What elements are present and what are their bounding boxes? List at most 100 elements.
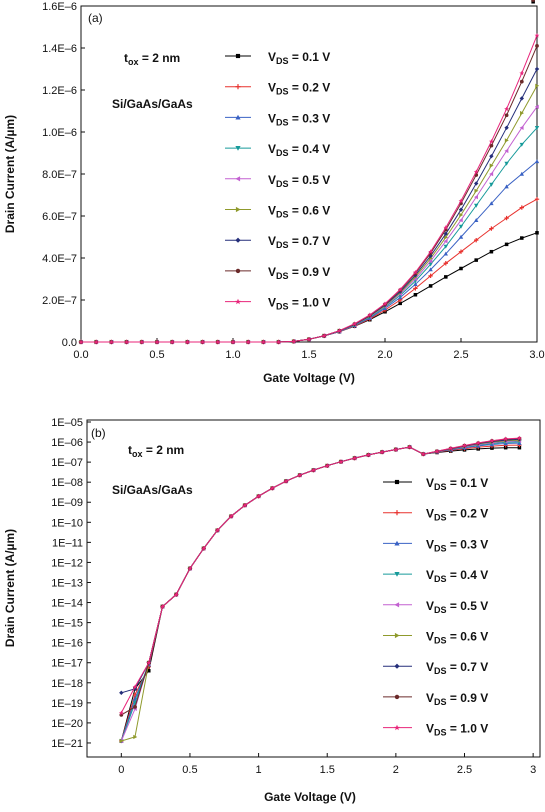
data-point — [338, 459, 344, 464]
material-note-b: Si/GaAs/GaAs — [112, 483, 193, 497]
x-tick-label: 3.0 — [529, 349, 544, 361]
y-tick-label: 1.0E–6 — [42, 127, 77, 139]
legend-label: VDS = 0.9 V — [426, 691, 488, 707]
x-tick-label: 1.5 — [301, 349, 316, 361]
data-point — [434, 448, 440, 454]
tox-sub-a: ox — [128, 57, 139, 67]
legend-item-b: VDS = 0.4 V — [383, 568, 488, 584]
y-tick-label: 1E–13 — [51, 577, 83, 589]
legend-label: VDS = 0.1 V — [268, 50, 330, 66]
data-point — [504, 161, 509, 166]
data-point — [504, 242, 509, 247]
data-point — [504, 125, 509, 130]
legend-item-a: VDS = 0.7 V — [225, 234, 330, 250]
data-point — [519, 205, 524, 210]
legend-label: VDS = 0.1 V — [426, 476, 488, 492]
y-tick-label: 1E–17 — [51, 658, 83, 670]
legend-marker — [235, 176, 241, 182]
data-point — [382, 301, 388, 306]
data-point — [489, 438, 495, 443]
data-point — [160, 604, 165, 609]
legend-item-a: VDS = 1.0 V — [225, 296, 330, 312]
data-point — [504, 148, 509, 154]
y-tick-label: 1E–19 — [51, 698, 83, 710]
x-axis-label-a: Gate Voltage (V) — [263, 371, 355, 385]
x-tick-label: 0.5 — [149, 349, 164, 361]
legend-label: VDS = 0.3 V — [426, 537, 488, 553]
legend-label: VDS = 0.5 V — [426, 599, 488, 615]
legend-label: VDS = 1.0 V — [426, 722, 488, 738]
data-point — [517, 445, 522, 450]
data-point — [489, 143, 494, 148]
legend-label: VDS = 0.5 V — [268, 173, 330, 189]
data-point — [169, 339, 175, 345]
data-point — [516, 435, 522, 441]
legend-label: VDS = 1.0 V — [268, 296, 330, 312]
legend-item-b: VDS = 0.9 V — [383, 691, 488, 707]
data-point — [474, 258, 478, 262]
data-point — [535, 44, 539, 48]
y-tick-label: 1E–09 — [51, 497, 83, 509]
data-point — [443, 244, 448, 249]
data-point — [413, 292, 418, 297]
data-point — [474, 194, 478, 200]
legend-item-b: VDS = 0.6 V — [383, 630, 488, 646]
data-point — [531, 0, 536, 2]
data-point — [245, 339, 251, 345]
panel-label-b: (b) — [91, 426, 106, 440]
data-point — [458, 224, 464, 229]
data-point — [260, 339, 266, 345]
tox-main-b: t — [128, 443, 132, 457]
data-point — [428, 273, 433, 279]
data-point — [534, 126, 540, 130]
data-point — [519, 96, 524, 101]
data-point — [535, 231, 539, 235]
data-point — [459, 266, 463, 271]
data-point — [443, 231, 448, 237]
data-point — [398, 301, 402, 306]
data-point — [459, 212, 464, 218]
data-point — [367, 312, 373, 318]
data-point — [473, 169, 479, 175]
data-point — [242, 502, 248, 508]
legend-marker — [394, 694, 400, 700]
data-point — [200, 339, 206, 345]
data-point — [154, 339, 160, 345]
y-tick-label: 8.0E–7 — [42, 169, 77, 181]
y-tick-label: 1E–15 — [51, 618, 83, 630]
data-point — [133, 734, 138, 740]
x-tick-label: 2.5 — [457, 764, 472, 776]
legend-marker — [394, 724, 400, 731]
plot-area-b — [86, 419, 541, 758]
data-point — [474, 218, 479, 222]
series-line — [120, 437, 520, 714]
data-point — [474, 188, 479, 193]
y-tick-label: 1.6E–6 — [42, 1, 77, 13]
x-tick-label: 2.5 — [453, 349, 468, 361]
series-a — [78, 32, 540, 345]
legend-item-b: VDS = 1.0 V — [383, 722, 488, 738]
y-tick-label: 1E–21 — [51, 738, 83, 750]
data-point — [118, 710, 124, 716]
data-point — [412, 269, 418, 275]
y-tick-label: 2.0E–7 — [42, 295, 77, 307]
tox-rest-b: = 2 nm — [143, 443, 185, 457]
data-point — [256, 493, 262, 499]
y-tick-label: 1E–20 — [51, 718, 83, 730]
x-tick-label: 2.0 — [377, 349, 392, 361]
data-point — [428, 249, 434, 254]
data-point — [503, 436, 509, 442]
legend-item-a: VDS = 0.2 V — [225, 81, 330, 97]
legend-label: VDS = 0.6 V — [426, 630, 488, 646]
y-tick-label: 1E–06 — [51, 437, 83, 449]
data-point — [276, 339, 282, 345]
data-point — [230, 339, 236, 345]
data-point — [489, 182, 494, 187]
y-tick-label: 1E–16 — [51, 638, 83, 650]
data-point — [535, 83, 540, 88]
data-point — [324, 463, 330, 468]
legend-marker — [235, 237, 241, 243]
data-point — [215, 339, 221, 345]
x-tick-label: 1 — [256, 764, 262, 776]
legend-marker — [235, 268, 241, 274]
